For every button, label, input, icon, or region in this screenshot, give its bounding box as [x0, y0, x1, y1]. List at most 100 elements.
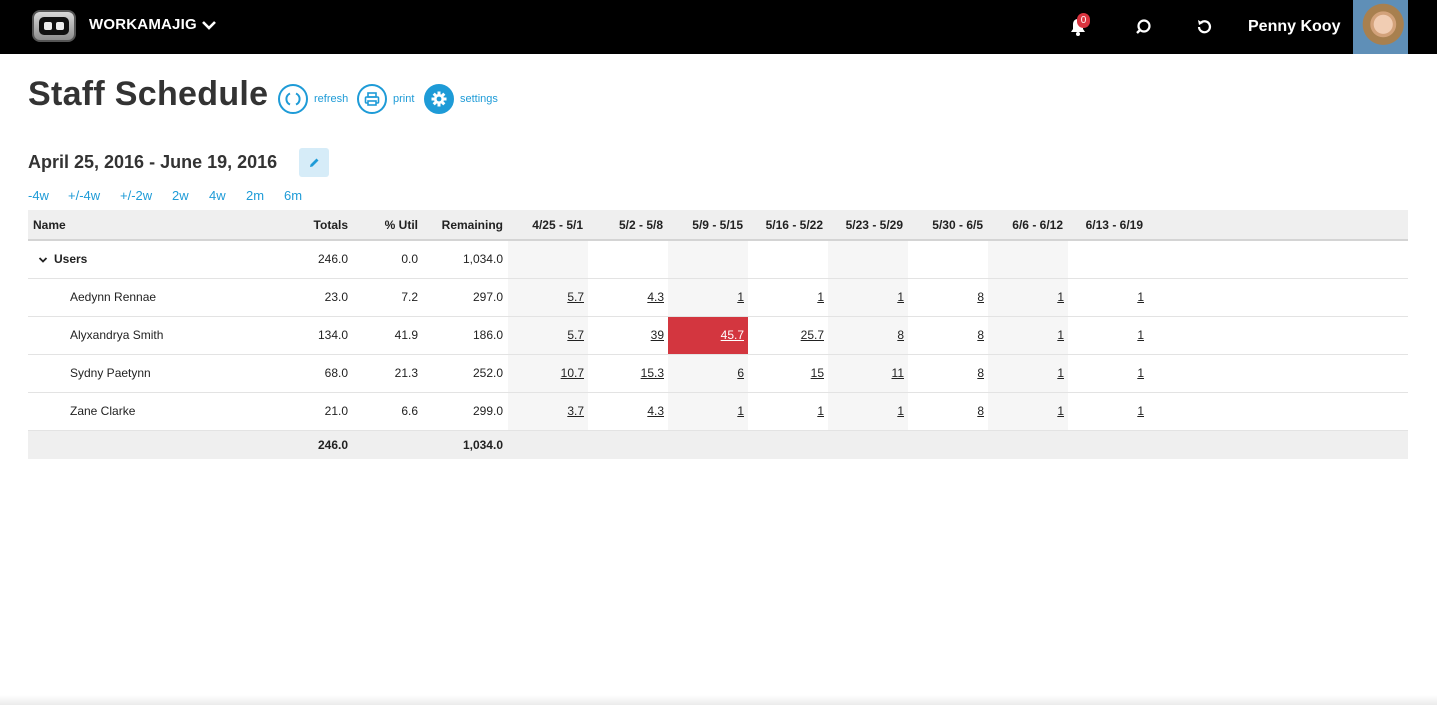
week-hours-cell[interactable]: 25.7	[748, 316, 828, 355]
staff-name: Alyxandrya Smith	[28, 316, 293, 355]
week-hours-cell[interactable]: 15.3	[588, 354, 668, 393]
column-header-week[interactable]: 6/6 - 6/12	[988, 210, 1068, 241]
staff-totals: 21.0	[293, 392, 353, 431]
week-hours-cell-overallocated[interactable]: 45.7	[668, 316, 748, 355]
week-hours-cell[interactable]: 1	[748, 278, 828, 317]
column-header-totals[interactable]: Totals	[293, 210, 353, 241]
column-header-week[interactable]: 5/2 - 5/8	[588, 210, 668, 241]
group-row-users[interactable]: Users 246.0 0.0 1,034.0	[28, 240, 1408, 279]
history-icon[interactable]	[1194, 17, 1214, 37]
staff-totals: 134.0	[293, 316, 353, 355]
week-hours-cell[interactable]: 8	[908, 316, 988, 355]
group-totals: 246.0	[293, 240, 353, 279]
brand-name[interactable]: WORKAMAJIG	[89, 16, 197, 33]
range-link-plus-minus-4w[interactable]: +/-4w	[68, 188, 101, 203]
range-link-2w[interactable]: 2w	[172, 188, 189, 203]
staff-remaining: 297.0	[423, 278, 508, 317]
column-header-util[interactable]: % Util	[353, 210, 423, 241]
search-icon[interactable]	[1134, 17, 1154, 37]
range-link-4w[interactable]: 4w	[209, 188, 226, 203]
notification-count-badge: 0	[1077, 13, 1090, 28]
range-link-plus-minus-2w[interactable]: +/-2w	[120, 188, 153, 203]
group-util: 0.0	[353, 240, 423, 279]
staff-totals: 68.0	[293, 354, 353, 393]
avatar[interactable]	[1353, 0, 1408, 54]
week-hours-cell[interactable]: 1	[988, 354, 1068, 393]
range-link-2m[interactable]: 2m	[246, 188, 265, 203]
week-hours-cell[interactable]: 1	[1068, 354, 1148, 393]
refresh-button[interactable]: refresh	[278, 84, 348, 114]
column-header-week[interactable]: 5/30 - 6/5	[908, 210, 988, 241]
week-hours-cell[interactable]: 4.3	[588, 392, 668, 431]
week-hours-cell[interactable]: 39	[588, 316, 668, 355]
staff-name: Aedynn Rennae	[28, 278, 293, 317]
group-week-cell	[668, 240, 748, 279]
footer-totals: 246.0	[293, 429, 353, 459]
week-hours-cell[interactable]: 8	[828, 316, 908, 355]
range-link-6m[interactable]: 6m	[284, 188, 303, 203]
group-week-cell	[1068, 240, 1148, 279]
week-hours-cell[interactable]: 1	[988, 278, 1068, 317]
refresh-label[interactable]: refresh	[314, 93, 349, 105]
week-hours-cell[interactable]: 1	[828, 392, 908, 431]
week-hours-cell[interactable]: 10.7	[508, 354, 588, 393]
column-header-remaining[interactable]: Remaining	[423, 210, 508, 241]
column-header-week[interactable]: 5/23 - 5/29	[828, 210, 908, 241]
week-hours-cell[interactable]: 11	[828, 354, 908, 393]
staff-remaining: 252.0	[423, 354, 508, 393]
week-hours-cell[interactable]: 8	[908, 354, 988, 393]
row-filler	[1148, 354, 1408, 393]
column-header-week[interactable]: 4/25 - 5/1	[508, 210, 588, 241]
table-row: Alyxandrya Smith 134.0 41.9 186.0 5.7 39…	[28, 316, 1408, 355]
group-week-cell	[508, 240, 588, 279]
chevron-down-icon[interactable]	[38, 256, 48, 264]
group-week-cell	[588, 240, 668, 279]
week-hours-cell[interactable]: 1	[668, 278, 748, 317]
column-header-name[interactable]: Name	[28, 210, 293, 241]
staff-totals: 23.0	[293, 278, 353, 317]
week-hours-cell[interactable]: 1	[1068, 392, 1148, 431]
staff-remaining: 186.0	[423, 316, 508, 355]
settings-button[interactable]: settings	[424, 84, 498, 114]
column-header-filler	[1148, 210, 1408, 241]
staff-util: 21.3	[353, 354, 423, 393]
settings-label[interactable]: settings	[460, 93, 498, 105]
chevron-down-icon[interactable]	[202, 20, 216, 30]
column-header-week[interactable]: 5/9 - 5/15	[668, 210, 748, 241]
column-header-week[interactable]: 6/13 - 6/19	[1068, 210, 1148, 241]
group-week-cell	[828, 240, 908, 279]
week-hours-cell[interactable]: 1	[748, 392, 828, 431]
week-hours-cell[interactable]: 5.7	[508, 278, 588, 317]
staff-util: 7.2	[353, 278, 423, 317]
group-week-cell	[748, 240, 828, 279]
week-hours-cell[interactable]: 1	[668, 392, 748, 431]
week-hours-cell[interactable]: 1	[1068, 278, 1148, 317]
week-hours-cell[interactable]: 1	[988, 392, 1068, 431]
gear-icon	[431, 91, 447, 107]
week-hours-cell[interactable]: 8	[908, 278, 988, 317]
week-hours-cell[interactable]: 15	[748, 354, 828, 393]
week-hours-cell[interactable]: 6	[668, 354, 748, 393]
week-hours-cell[interactable]: 1	[828, 278, 908, 317]
user-name[interactable]: Penny Kooy	[1248, 18, 1341, 35]
table-footer-totals-row: 246.0 1,034.0	[28, 429, 1408, 459]
range-link-minus-4w[interactable]: -4w	[28, 188, 49, 203]
week-hours-cell[interactable]: 1	[1068, 316, 1148, 355]
column-header-week[interactable]: 5/16 - 5/22	[748, 210, 828, 241]
week-hours-cell[interactable]: 3.7	[508, 392, 588, 431]
group-name-cell[interactable]: Users	[28, 240, 293, 279]
print-button[interactable]: print	[357, 84, 414, 114]
edit-date-range-button[interactable]	[299, 148, 329, 177]
print-label[interactable]: print	[393, 93, 415, 105]
week-hours-cell[interactable]: 1	[988, 316, 1068, 355]
row-filler	[1148, 240, 1408, 279]
top-navigation-bar: WORKAMAJIG 0 Penny Kooy	[0, 0, 1437, 54]
footer-name-cell	[28, 429, 293, 459]
week-hours-cell[interactable]: 8	[908, 392, 988, 431]
week-hours-cell[interactable]: 5.7	[508, 316, 588, 355]
row-filler	[1148, 278, 1408, 317]
page-title: Staff Schedule	[28, 75, 269, 113]
week-hours-cell[interactable]: 4.3	[588, 278, 668, 317]
footer-remaining: 1,034.0	[423, 429, 508, 459]
app-logo-icon[interactable]	[32, 10, 76, 42]
